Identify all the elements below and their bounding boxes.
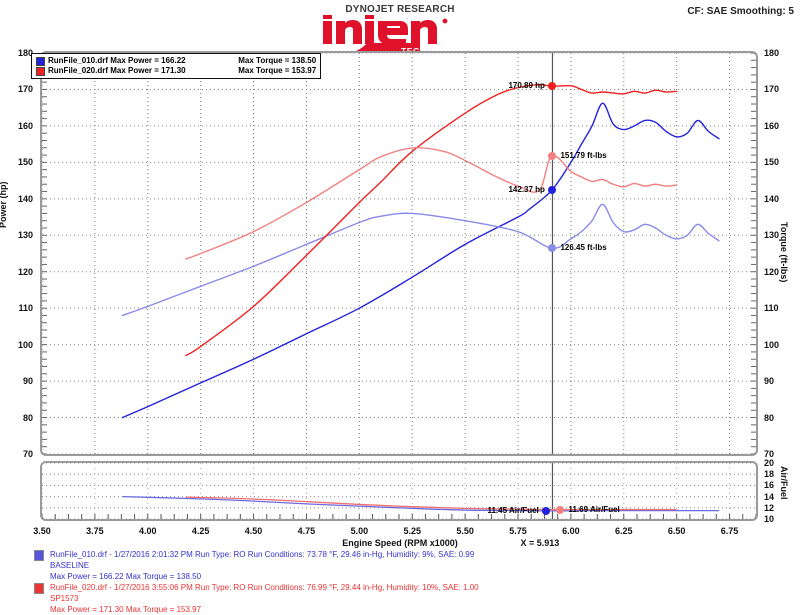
x-tick-label: 5.25: [403, 526, 421, 536]
data-point-label: 142.37 hp: [508, 185, 545, 195]
run-detail-red: RunFile_020.drf - 1/27/2016 3:55:06 PM R…: [34, 582, 479, 615]
legend-file-name: RunFile_010.drf: [48, 56, 109, 65]
x-tick-label: 4.50: [244, 526, 263, 536]
legend-row: RunFile_020.drf Max Power = 171.30 Max T…: [36, 66, 316, 76]
x-tick-label: 4.25: [191, 526, 210, 536]
y-tick-label: 90: [22, 376, 33, 387]
run-name: BASELINE: [50, 561, 90, 570]
legend-row: RunFile_010.drf Max Power = 166.22 Max T…: [36, 56, 316, 66]
x-tick-label: 3.50: [33, 526, 51, 536]
airfuel-plot[interactable]: [40, 461, 758, 521]
x-tick-label: 6.75: [720, 526, 739, 536]
run-max-values: Max Power = 171.30 Max Torque = 153.97: [50, 605, 202, 614]
y-tick-label-right: 100: [764, 339, 780, 350]
y-tick-label-right: 120: [764, 266, 780, 277]
airfuel-tick-label: 18: [764, 469, 775, 480]
run-summary-line: RunFile_020.drf - 1/27/2016 3:55:06 PM R…: [50, 583, 479, 592]
legend-max-torque: Max Torque = 138.50: [238, 56, 317, 65]
airfuel-tick-label: 12: [764, 502, 775, 513]
y-axis-label-power: Power (hp): [0, 181, 8, 229]
x-tick-label: 6.25: [615, 526, 633, 536]
x-tick-label: 5.00: [350, 526, 369, 536]
airfuel-tick-label: 16: [764, 480, 775, 491]
data-point-marker[interactable]: [548, 186, 557, 195]
data-point-label: 126.45 ft-lbs: [560, 243, 607, 253]
airfuel-tick-label: 14: [764, 491, 775, 502]
run-name: SP1573: [50, 594, 79, 603]
x-tick-label: 6.50: [667, 526, 686, 536]
y-tick-label-right: 150: [764, 157, 780, 168]
x-tick-label: 6.00: [562, 526, 580, 536]
run-color-swatch-red: [34, 583, 44, 594]
y-tick-label-right: 110: [764, 303, 779, 314]
cf-smoothing-label: CF: SAE Smoothing: 5: [687, 6, 794, 17]
y-tick-label-right: 80: [764, 412, 775, 423]
run-summary-line: RunFile_010.drf - 1/27/2016 2:01:32 PM R…: [50, 550, 475, 559]
data-point-marker[interactable]: [548, 244, 557, 253]
legend-max-power: Max Power = 166.22: [110, 56, 186, 65]
legend-max-power: Max Power = 171.30: [110, 66, 186, 75]
data-point-label: 11.45 Air/Fuel: [487, 505, 539, 515]
airfuel-tick-label: 10: [764, 514, 775, 524]
chart-legend: RunFile_010.drf Max Power = 166.22 Max T…: [31, 53, 322, 79]
y-tick-label: 80: [22, 412, 33, 423]
data-point-marker[interactable]: [548, 82, 557, 91]
data-point-marker[interactable]: [556, 505, 565, 514]
y-tick-label: 160: [17, 120, 33, 131]
page-title: DYNOJET RESEARCH: [345, 4, 455, 15]
legend-max-torque: Max Torque = 153.97: [238, 66, 317, 75]
y-tick-label: 150: [17, 157, 33, 168]
y-tick-label-right: 180: [764, 48, 780, 58]
y-tick-label-right: 130: [764, 230, 780, 241]
legend-swatch-red: [36, 66, 45, 76]
y-tick-label: 70: [22, 449, 33, 459]
power-torque-plot[interactable]: [40, 51, 758, 456]
data-point-marker[interactable]: [542, 506, 551, 515]
y-tick-label: 170: [17, 84, 33, 95]
y-tick-label: 110: [18, 303, 33, 314]
data-point-label: 170.89 hp: [508, 81, 545, 91]
y-tick-label: 180: [17, 48, 33, 58]
y-tick-label-right: 160: [764, 120, 780, 131]
x-tick-label: 3.75: [86, 526, 104, 536]
legend-swatch-blue: [36, 56, 45, 66]
x-tick-label: 5.75: [509, 526, 527, 536]
run-color-swatch-blue: [34, 550, 44, 561]
y-tick-label-right: 90: [764, 376, 775, 387]
airfuel-tick-label: 20: [764, 458, 775, 468]
x-tick-label: 4.75: [297, 526, 316, 536]
y-tick-label: 140: [17, 193, 33, 204]
data-point-label: 151.79 ft-lbs: [560, 150, 607, 160]
x-axis-label: Engine Speed (RPM x1000): [342, 538, 458, 548]
x-tick-label: 4.00: [139, 526, 157, 536]
y-tick-label: 130: [17, 230, 33, 241]
data-point-label: 11.69 Air/Fuel: [568, 504, 620, 514]
cursor-x-readout: X = 5.913: [520, 538, 560, 548]
y-tick-label-right: 70: [764, 449, 775, 459]
run-max-values: Max Power = 166.22 Max Torque = 138.50: [50, 572, 202, 581]
data-point-marker[interactable]: [548, 151, 557, 160]
y-tick-label-right: 140: [764, 193, 780, 204]
y-tick-label: 120: [17, 266, 33, 277]
run-detail-blue: RunFile_010.drf - 1/27/2016 2:01:32 PM R…: [34, 549, 474, 582]
legend-file-name: RunFile_020.drf: [48, 66, 109, 75]
x-tick-label: 5.50: [456, 526, 474, 536]
y-tick-label-right: 170: [764, 84, 780, 95]
y-tick-label: 100: [17, 339, 33, 350]
